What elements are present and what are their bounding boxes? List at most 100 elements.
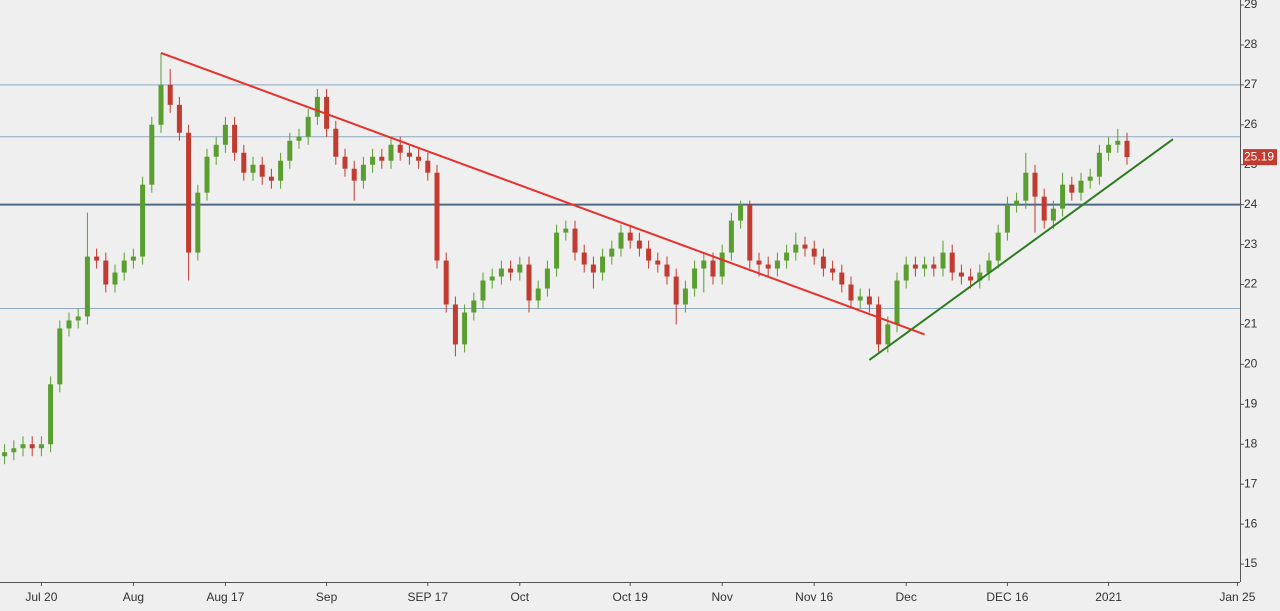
x-tick-label: 2021 <box>1095 590 1122 604</box>
candle-body <box>701 260 707 269</box>
candle-body <box>222 124 228 145</box>
candle-body <box>278 160 284 181</box>
candle-body <box>360 164 366 181</box>
candle-body <box>489 276 495 281</box>
candle-body <box>1069 184 1075 193</box>
candle-body <box>977 272 983 281</box>
candle-body <box>1050 208 1056 221</box>
candle-body <box>462 312 468 345</box>
candle-body <box>11 448 17 453</box>
candle-body <box>664 264 670 277</box>
candle-body <box>922 264 928 269</box>
candle-body <box>443 260 449 305</box>
candle-body <box>370 156 376 165</box>
y-tick-label: 28 <box>1244 37 1258 51</box>
candle-body <box>857 296 863 301</box>
candle-body <box>710 260 716 277</box>
candle-body <box>342 156 348 169</box>
candle-body <box>940 252 946 269</box>
candle-body <box>876 304 882 345</box>
candle-body <box>29 444 35 449</box>
candle-body <box>802 244 808 249</box>
candle-body <box>388 144 394 161</box>
candle-body <box>1041 196 1047 221</box>
candle-body <box>186 132 192 253</box>
candle-body <box>1087 176 1093 181</box>
candle-body <box>1106 144 1112 153</box>
candle-body <box>241 152 247 173</box>
candle-body <box>121 260 127 273</box>
candle-body <box>627 232 633 241</box>
candle-body <box>609 248 615 257</box>
candle-body <box>434 172 440 261</box>
candle-body <box>811 248 817 257</box>
candle-body <box>250 164 256 173</box>
candle-body <box>140 184 146 257</box>
y-tick-label: 23 <box>1244 237 1258 251</box>
candle-body <box>48 384 54 445</box>
candle-body <box>774 260 780 269</box>
candle-body <box>912 264 918 269</box>
candle-body <box>259 164 265 177</box>
candle-body <box>958 272 964 277</box>
candle-body <box>425 160 431 173</box>
candle-body <box>526 264 532 301</box>
candle-body <box>397 144 403 153</box>
candle-body <box>793 244 799 253</box>
y-tick-label: 20 <box>1244 357 1258 371</box>
trend-line <box>160 51 925 336</box>
x-tick-label: Dec <box>896 590 917 604</box>
candle-body <box>894 280 900 325</box>
candle-body <box>756 260 762 265</box>
candle-body <box>903 264 909 281</box>
candle-body <box>738 204 744 221</box>
candle-body <box>452 304 458 345</box>
candle-body <box>176 104 182 133</box>
y-tick-label: 29 <box>1244 0 1258 11</box>
candle-body <box>1032 172 1038 197</box>
y-tick-label: 19 <box>1244 396 1258 410</box>
candle-body <box>544 268 550 289</box>
candle-body <box>931 264 937 269</box>
candle-body <box>995 232 1001 261</box>
candle-body <box>351 168 357 181</box>
candle-body <box>75 316 81 321</box>
x-tick-label: Aug 17 <box>206 590 244 604</box>
candle-body <box>600 256 606 273</box>
candle-body <box>1060 184 1066 209</box>
x-tick-label: Nov 16 <box>795 590 833 604</box>
y-tick-label: 16 <box>1244 516 1258 530</box>
candle-body <box>590 264 596 273</box>
x-tick-label: Jan 25 <box>1219 590 1255 604</box>
candle-body <box>1014 200 1020 205</box>
candle-body <box>167 84 173 105</box>
candle-body <box>563 228 569 233</box>
candle-body <box>508 268 514 273</box>
x-tick-label: DEC 16 <box>986 590 1028 604</box>
candle-body <box>572 228 578 253</box>
candle-body <box>38 444 44 449</box>
x-tick-label: Nov <box>712 590 733 604</box>
candle-body <box>94 256 100 261</box>
x-tick-label: Oct 19 <box>613 590 649 604</box>
x-tick-label: Aug <box>123 590 144 604</box>
candle-body <box>20 444 26 449</box>
candle-body <box>498 268 504 277</box>
candle-body <box>646 248 652 261</box>
candle-body <box>719 252 725 277</box>
candle-body <box>324 96 330 129</box>
x-tick-label: SEP 17 <box>408 590 449 604</box>
candle-body <box>866 296 872 305</box>
candle-body <box>149 124 155 185</box>
candle-body <box>232 124 238 153</box>
candle-body <box>1078 180 1084 193</box>
candle-body <box>1023 172 1029 201</box>
candle-body <box>204 156 210 193</box>
last-price-label: 25.19 <box>1244 149 1274 163</box>
candle-body <box>968 276 974 281</box>
y-tick-label: 21 <box>1244 317 1258 331</box>
candle-body <box>581 252 587 265</box>
